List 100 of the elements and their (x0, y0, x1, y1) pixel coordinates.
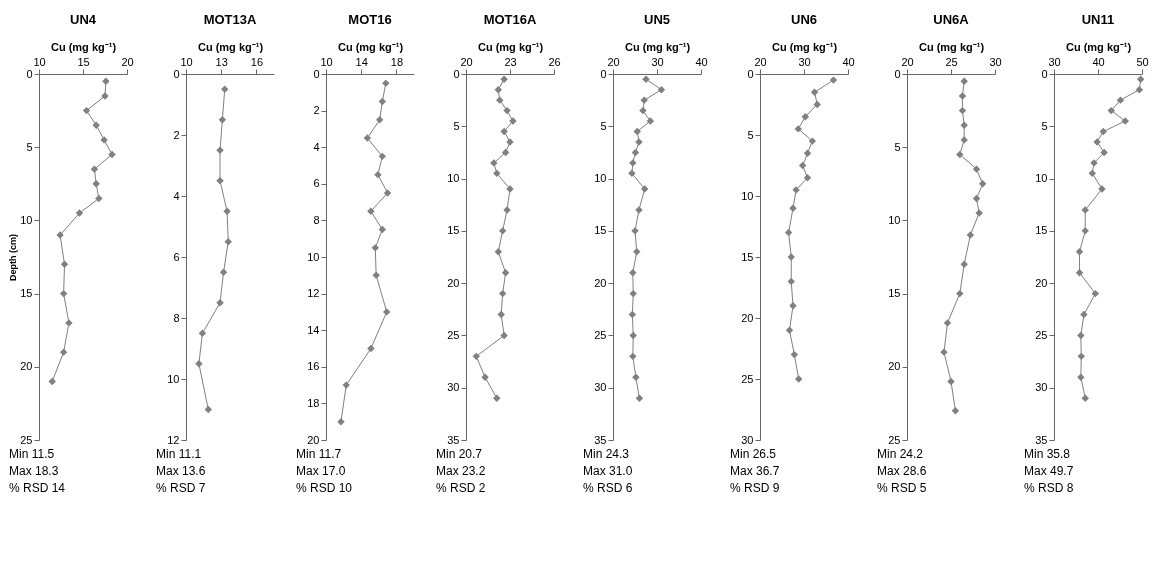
chart-title: MOT16 (348, 12, 392, 27)
text: Min 26.5 (730, 447, 777, 461)
point (1100, 148, 1108, 157)
y-tick-label: 30 (1035, 381, 1048, 394)
y-tick-label: 8 (173, 311, 180, 324)
text: % RSD 8 (1024, 481, 1074, 495)
y-tick-label: 20 (307, 433, 320, 446)
point (367, 344, 375, 353)
point (48, 377, 56, 386)
point (810, 88, 819, 97)
y-tick-label: 16 (307, 360, 320, 373)
text: Min 11.5 (9, 447, 55, 461)
point (628, 310, 637, 319)
y-tick-label: 25 (447, 328, 460, 341)
x-tick-label: 40 (1092, 55, 1105, 68)
point (1135, 85, 1144, 94)
y-tick-label: 4 (173, 189, 180, 202)
point (498, 227, 507, 235)
point (1121, 117, 1129, 125)
point (500, 75, 508, 83)
y-tick-label: 2 (173, 128, 180, 141)
chart-title: UN5 (643, 12, 671, 27)
y-tick-label: 0 (747, 67, 754, 80)
y-tick-label: 4 (313, 140, 320, 153)
point (632, 373, 640, 381)
point (198, 329, 207, 337)
y-tick-label: 20 (594, 276, 607, 289)
point (657, 85, 666, 94)
y-tick-label: 0 (894, 67, 901, 80)
point (372, 271, 380, 280)
point (794, 125, 802, 133)
x-tick-label: 20 (121, 55, 134, 68)
y-tick-label: 35 (447, 433, 460, 446)
point (497, 310, 505, 319)
y-tick-label: 30 (594, 381, 607, 394)
y-tick-label: 5 (26, 140, 33, 153)
y-tick-label: 10 (1035, 172, 1048, 185)
x-axis-title: Cu (mg kg⁻¹) (197, 40, 264, 53)
y-tick-label: 0 (453, 67, 460, 80)
x-tick-label: 23 (504, 55, 517, 68)
text: % RSD 7 (156, 481, 206, 495)
point (501, 268, 510, 277)
point (218, 116, 227, 124)
point (498, 289, 507, 298)
text: Max 36.7 (730, 464, 780, 478)
point (494, 85, 502, 94)
y-tick-label: 5 (747, 128, 754, 141)
point (95, 194, 103, 203)
y-tick-label: 14 (307, 323, 320, 336)
point (635, 394, 644, 402)
y-tick-label: 20 (447, 276, 460, 289)
text: Min 24.3 (583, 447, 630, 461)
point (92, 121, 100, 129)
point (378, 152, 387, 161)
point (374, 170, 382, 179)
y-tick-label: 25 (594, 328, 607, 341)
y-tick-label: 5 (453, 119, 460, 132)
point (472, 352, 480, 361)
point (801, 112, 810, 121)
point (803, 173, 812, 182)
y-tick-label: 15 (741, 250, 754, 263)
chart-title: UN11 (1081, 12, 1115, 27)
point (1099, 127, 1107, 136)
point (371, 244, 379, 252)
chart-title: UN6 (790, 12, 818, 27)
point (803, 149, 812, 158)
point (378, 97, 387, 106)
x-tick-label: 16 (250, 55, 264, 68)
y-tick-label: 20 (20, 360, 33, 373)
point (972, 194, 981, 203)
text: % RSD 6 (583, 481, 633, 495)
y-tick-label: 2 (313, 104, 320, 117)
x-tick-label: 18 (390, 55, 404, 68)
text: Max 17.0 (296, 464, 346, 478)
x-axis-title: Cu (mg kg⁻¹) (918, 40, 985, 53)
text: Max 18.3 (9, 464, 59, 478)
point (960, 260, 968, 269)
point (629, 331, 637, 340)
text: % RSD 9 (730, 481, 780, 495)
point (59, 348, 68, 356)
point (960, 121, 968, 129)
point (383, 189, 392, 197)
point (640, 185, 649, 193)
point (1091, 289, 1100, 298)
point (787, 277, 795, 286)
point (493, 394, 501, 402)
text: % RSD 2 (436, 481, 486, 495)
point (75, 209, 84, 217)
point (1136, 75, 1145, 83)
point (493, 169, 501, 178)
point (947, 377, 955, 386)
chart-title: UN6A (933, 12, 970, 27)
y-tick-label: 0 (313, 67, 320, 80)
text: Min 24.2 (877, 447, 924, 461)
point (500, 127, 508, 136)
point (337, 417, 345, 426)
point (960, 77, 968, 86)
y-tick-label: 10 (594, 172, 607, 185)
point (629, 268, 637, 277)
point (501, 148, 510, 157)
